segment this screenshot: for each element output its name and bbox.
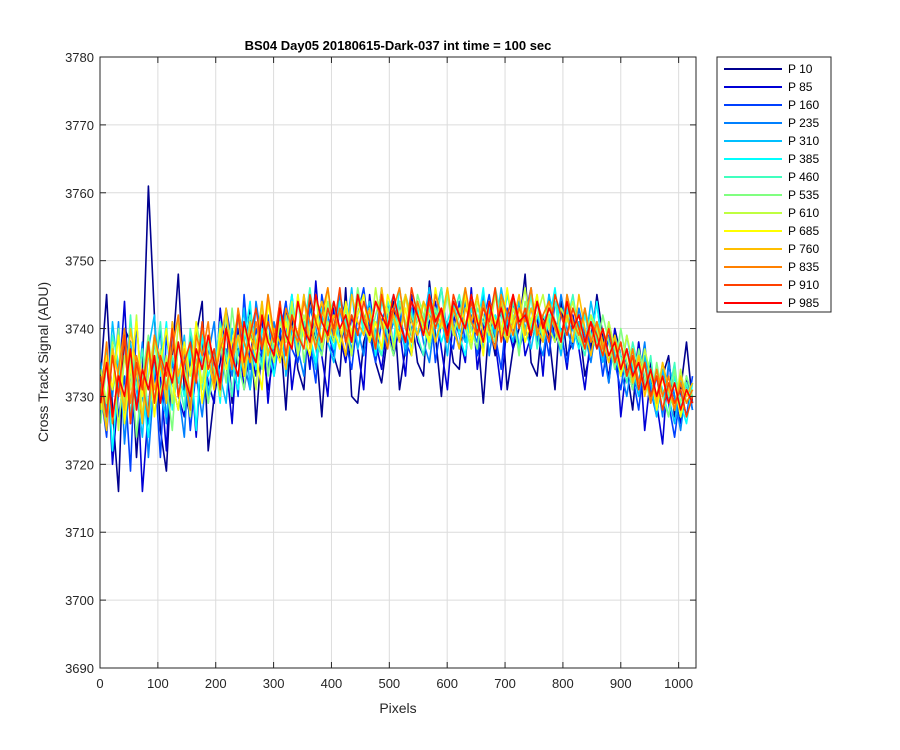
legend-label: P 985 <box>788 296 819 310</box>
y-tick-label: 3780 <box>65 50 94 65</box>
y-tick-label: 3770 <box>65 118 94 133</box>
legend-label: P 685 <box>788 224 819 238</box>
legend-label: P 235 <box>788 116 819 130</box>
x-tick-label: 300 <box>263 676 285 691</box>
x-tick-label: 400 <box>321 676 343 691</box>
chart-title: BS04 Day05 20180615-Dark-037 int time = … <box>245 38 552 53</box>
x-tick-label: 600 <box>436 676 458 691</box>
x-tick-label: 800 <box>552 676 574 691</box>
legend-label: P 385 <box>788 152 819 166</box>
series-layer <box>99 185 694 493</box>
legend-label: P 10 <box>788 62 813 76</box>
legend-label: P 460 <box>788 170 819 184</box>
series-line-p-985 <box>99 293 694 418</box>
x-axis-label: Pixels <box>379 700 416 716</box>
legend: P 10 P 85 P 160 P 235 P 310 P 385 P 460 P 535 P … <box>716 56 832 313</box>
plot-frame <box>99 56 697 669</box>
legend-box <box>716 56 832 313</box>
x-tick-label: 900 <box>610 676 632 691</box>
x-tick-label: 500 <box>378 676 400 691</box>
legend-label: P 610 <box>788 206 819 220</box>
y-axis-label: Cross Track Signal (ADU) <box>35 282 51 442</box>
y-tick-label: 3710 <box>65 525 94 540</box>
legend-label: P 835 <box>788 260 819 274</box>
legend-label: P 85 <box>788 80 813 94</box>
y-tick-label: 3760 <box>65 186 94 201</box>
ticks: 0 100 200 300 400 500 600 700 800 900 1000 3690 3700… <box>65 50 696 691</box>
x-tick-label: 100 <box>147 676 169 691</box>
x-tick-label: 200 <box>205 676 227 691</box>
y-tick-label: 3700 <box>65 593 94 608</box>
legend-label: P 535 <box>788 188 819 202</box>
y-tick-label: 3730 <box>65 389 94 404</box>
legend-label: P 760 <box>788 242 819 256</box>
y-tick-label: 3690 <box>65 661 94 676</box>
legend-label: P 160 <box>788 98 819 112</box>
x-tick-label: 700 <box>494 676 516 691</box>
series-line-p-910 <box>99 286 694 425</box>
x-tick-label: 0 <box>96 676 103 691</box>
legend-label: P 910 <box>788 278 819 292</box>
y-tick-label: 3720 <box>65 457 94 472</box>
legend-label: P 310 <box>788 134 819 148</box>
x-tick-label: 1000 <box>664 676 693 691</box>
y-tick-label: 3740 <box>65 322 94 337</box>
y-tick-label: 3750 <box>65 254 94 269</box>
